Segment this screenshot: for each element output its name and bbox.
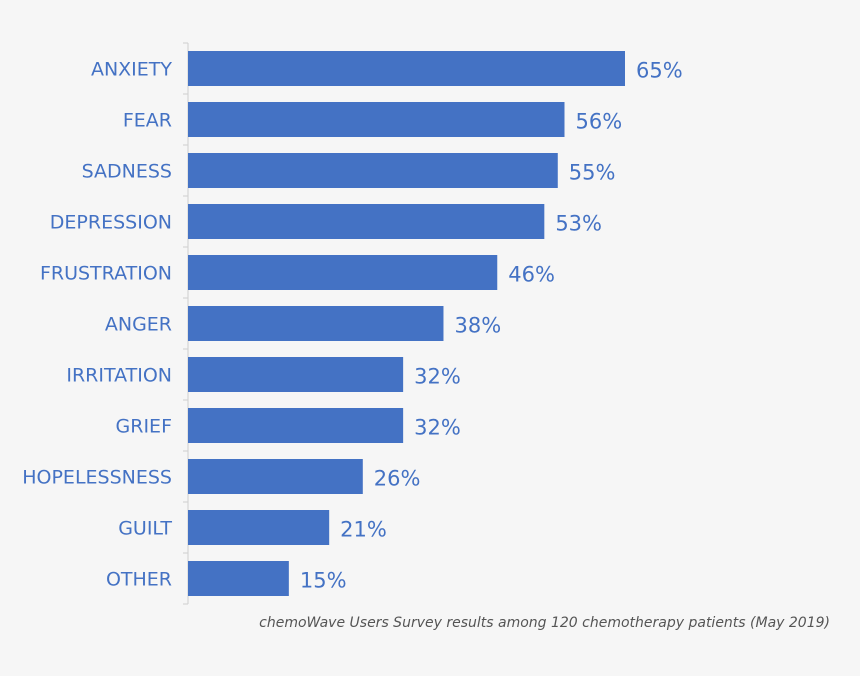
data-label: 56% <box>575 110 622 134</box>
data-label: 55% <box>569 161 616 185</box>
data-label: 46% <box>508 263 555 287</box>
bar-irritation <box>188 357 404 392</box>
category-label: SADNESS <box>82 161 172 183</box>
category-label: ANXIETY <box>91 59 172 81</box>
data-label: 38% <box>454 314 501 338</box>
bar-grief <box>188 408 404 443</box>
category-label: HOPELESSNESS <box>22 467 172 489</box>
bar-fear <box>188 102 565 137</box>
bar-frustration <box>188 255 498 290</box>
data-label: 65% <box>636 59 683 83</box>
data-label: 32% <box>414 416 461 440</box>
bar-other <box>188 561 289 596</box>
bar-anger <box>188 306 444 341</box>
bar-hopelessness <box>188 459 363 494</box>
data-label: 53% <box>555 212 602 236</box>
bar-sadness <box>188 153 558 188</box>
bar-depression <box>188 204 545 239</box>
data-label: 15% <box>300 569 347 593</box>
bar-guilt <box>188 510 330 545</box>
data-label: 21% <box>340 518 387 542</box>
chart-caption: chemoWave Users Survey results among 120… <box>259 615 830 631</box>
data-label: 26% <box>374 467 421 491</box>
category-label: GRIEF <box>116 416 172 438</box>
category-label: IRRITATION <box>66 365 172 387</box>
data-label: 32% <box>414 365 461 389</box>
category-label: OTHER <box>106 569 172 591</box>
category-label: FEAR <box>123 110 172 132</box>
category-label: DEPRESSION <box>50 212 172 234</box>
category-label: FRUSTRATION <box>40 263 172 285</box>
category-label: GUILT <box>118 518 172 540</box>
category-label: ANGER <box>105 314 172 336</box>
bar-anxiety <box>188 51 625 86</box>
